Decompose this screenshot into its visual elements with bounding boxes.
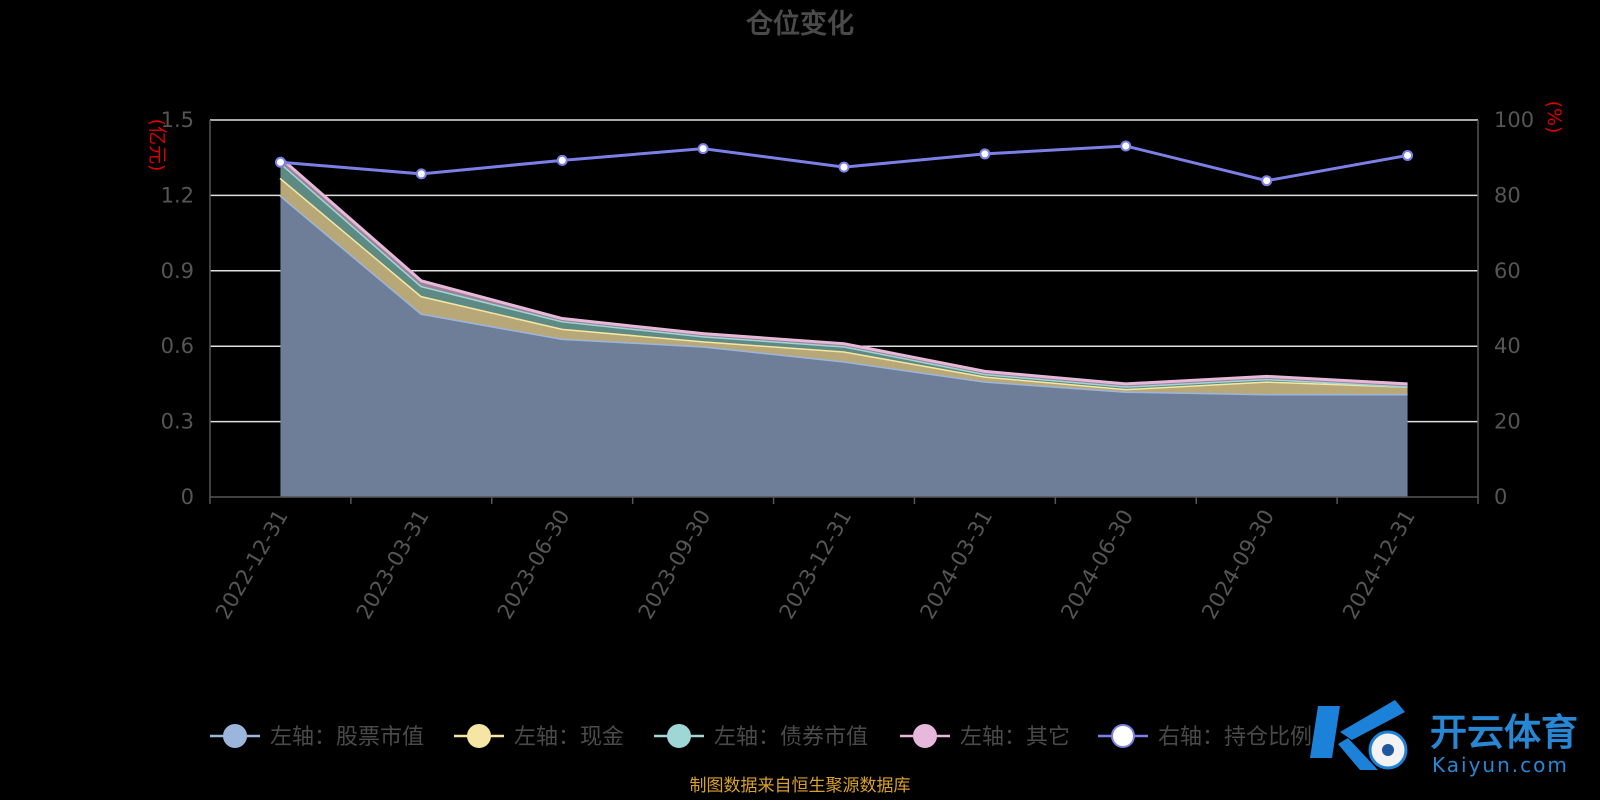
legend-label: 左轴：债券市值 bbox=[714, 725, 868, 750]
legend-item[interactable]: 左轴：现金 bbox=[454, 724, 624, 750]
x-tick-label: 2022-12-31 bbox=[211, 506, 293, 624]
ratio-point bbox=[556, 154, 568, 166]
ratio-point bbox=[697, 143, 709, 155]
legend-label: 右轴：持仓比例 bbox=[1158, 725, 1312, 750]
legend-marker bbox=[467, 724, 491, 748]
legend-item[interactable]: 右轴：持仓比例 bbox=[1098, 724, 1312, 750]
legend-label: 左轴：其它 bbox=[960, 725, 1070, 750]
legend-label: 左轴：股票市值 bbox=[270, 725, 424, 750]
legend-label: 左轴：现金 bbox=[514, 725, 624, 750]
area-series-0 bbox=[280, 195, 1408, 497]
left-axis-unit: (亿元) bbox=[146, 119, 168, 172]
ratio-point bbox=[1120, 140, 1132, 152]
legend-item[interactable]: 左轴：股票市值 bbox=[210, 724, 424, 750]
stacked-areas bbox=[279, 156, 1408, 497]
x-tick-label: 2023-09-30 bbox=[634, 506, 716, 624]
left-tick-label: 0.9 bbox=[161, 259, 194, 283]
x-tick-label: 2024-03-31 bbox=[915, 506, 997, 624]
ratio-point bbox=[415, 168, 427, 180]
chart-title: 仓位变化 bbox=[745, 8, 854, 40]
x-tick-label: 2023-12-31 bbox=[775, 506, 857, 624]
right-tick-label: 60 bbox=[1494, 259, 1521, 283]
source-note: 制图数据来自恒生聚源数据库 bbox=[690, 776, 911, 796]
k-logo-icon bbox=[1310, 700, 1405, 770]
ratio-point bbox=[979, 148, 991, 160]
ratio-point bbox=[838, 161, 850, 173]
right-tick-label: 0 bbox=[1494, 485, 1507, 509]
x-tick-label: 2023-06-30 bbox=[493, 506, 575, 624]
legend-marker bbox=[223, 724, 247, 748]
x-tick-label: 2024-09-30 bbox=[1197, 506, 1279, 624]
right-tick-label: 100 bbox=[1494, 108, 1534, 132]
right-tick-label: 20 bbox=[1494, 410, 1521, 434]
right-tick-label: 40 bbox=[1494, 334, 1521, 358]
area-line-series-3 bbox=[279, 156, 1408, 386]
left-tick-label: 0.3 bbox=[161, 410, 194, 434]
x-tick-label: 2024-06-30 bbox=[1056, 506, 1138, 624]
left-tick-label: 1.2 bbox=[161, 183, 194, 207]
legend-marker bbox=[913, 724, 937, 748]
watermark-logo: 开云体育 Kaiyun.com bbox=[1310, 700, 1578, 777]
x-tick-label: 2023-03-31 bbox=[352, 506, 434, 624]
ratio-point bbox=[1261, 175, 1273, 187]
right-tick-label: 80 bbox=[1494, 183, 1521, 207]
ratio-point bbox=[274, 156, 286, 168]
legend-marker bbox=[1111, 724, 1135, 748]
legend-item[interactable]: 左轴：债券市值 bbox=[654, 724, 868, 750]
watermark-en: Kaiyun.com bbox=[1432, 753, 1569, 777]
legend-item[interactable]: 左轴：其它 bbox=[900, 724, 1070, 750]
ratio-line bbox=[274, 140, 1414, 187]
left-tick-label: 0.6 bbox=[161, 334, 194, 358]
right-axis-unit: (%) bbox=[1543, 101, 1565, 134]
x-tick-label: 2024-12-31 bbox=[1338, 506, 1420, 624]
legend[interactable]: 左轴：股票市值 左轴：现金 左轴：债券市值 左轴：其它 右轴：持仓比例 bbox=[210, 724, 1312, 750]
left-tick-label: 1.5 bbox=[161, 108, 194, 132]
legend-marker bbox=[667, 724, 691, 748]
watermark-cn: 开云体育 bbox=[1430, 711, 1578, 754]
left-tick-label: 0 bbox=[181, 485, 194, 509]
ratio-point bbox=[1402, 149, 1414, 161]
